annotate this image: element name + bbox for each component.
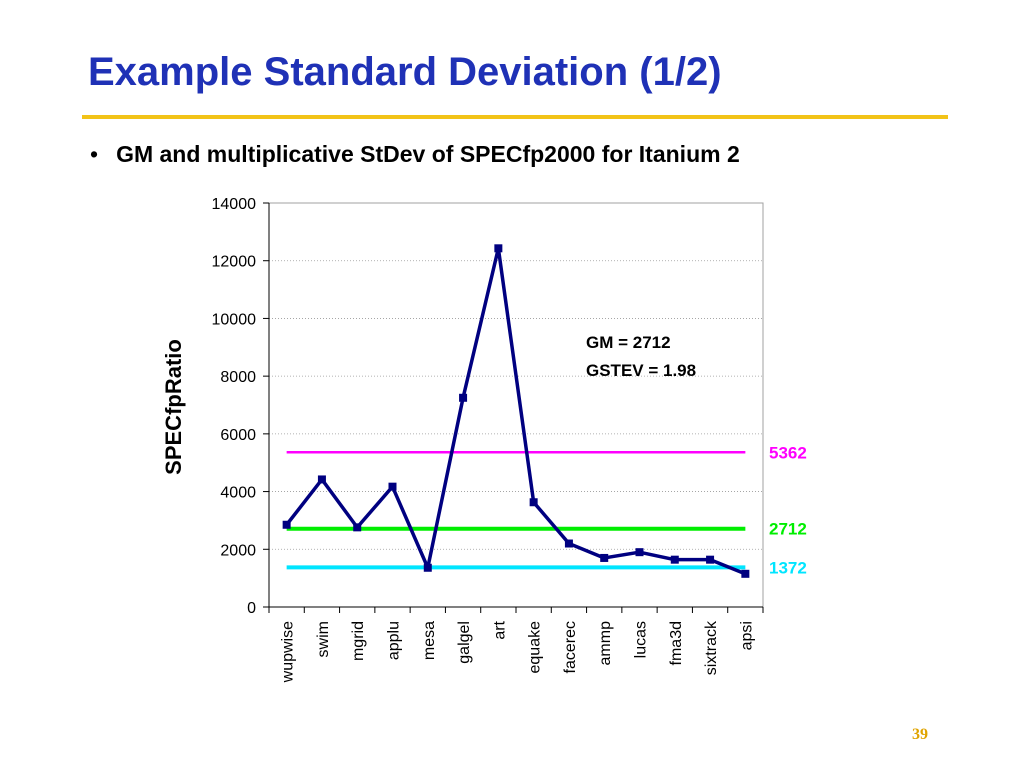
y-tick-label: 12000 [212,254,257,271]
y-tick-label: 2000 [220,542,256,559]
x-tick-label: wupwise [280,621,297,683]
x-tick-label: ammp [597,621,614,666]
x-tick-label: fma3d [668,621,685,665]
page-number: 39 [912,726,928,743]
data-point [353,523,362,532]
data-point [600,553,609,562]
bullet-text: GM and multiplicative StDev of SPECfp200… [116,141,740,167]
y-tick-label: 6000 [220,427,256,444]
data-point [423,563,432,572]
y-tick-label: 8000 [220,369,256,386]
data-point [635,548,644,557]
y-tick-label: 4000 [220,485,256,502]
y-tick-label: 0 [247,600,256,617]
slide-title: Example Standard Deviation (1/2) [88,50,722,94]
reference-line-label: 5362 [769,443,807,462]
data-point [317,475,326,484]
bullet-point: • GM and multiplicative StDev of SPECfp20… [90,141,740,168]
chart-annotation: GSTEV = 1.98 [586,361,696,380]
data-point [494,244,503,253]
x-tick-label: lucas [633,621,650,658]
x-tick-label: facerec [562,621,579,673]
x-tick-label: sixtrack [703,620,720,675]
x-tick-label: mesa [421,621,438,660]
data-point [459,393,468,402]
reference-line-label: 2712 [769,520,807,539]
x-tick-label: galgel [456,621,473,664]
data-point [741,569,750,578]
x-tick-label: mgrid [350,621,367,661]
y-axis-title: SPECfpRatio [161,339,186,475]
data-point [670,555,679,564]
reference-line-label: 1372 [769,558,807,577]
x-tick-label: swim [315,621,332,657]
plot-area [268,202,764,608]
bullet-marker: • [90,141,99,167]
x-tick-label: applu [386,621,403,660]
data-point [282,520,291,529]
data-point [388,482,397,491]
x-tick-label: equake [527,621,544,674]
data-point [564,539,573,548]
x-tick-label: art [491,620,508,639]
title-rule [82,115,948,119]
chart-annotation: GM = 2712 [586,333,671,352]
x-tick-label: apsi [738,621,755,650]
y-tick-label: 10000 [212,311,257,328]
data-point [706,555,715,564]
y-tick-label: 14000 [212,196,257,213]
data-point [529,498,538,507]
series-line [285,246,747,576]
